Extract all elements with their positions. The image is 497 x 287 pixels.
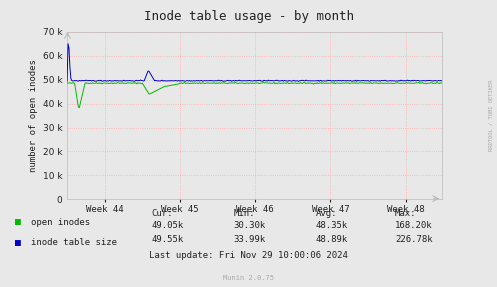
Text: ■: ■ xyxy=(15,238,21,247)
Text: 49.05k: 49.05k xyxy=(152,221,184,230)
Text: Last update: Fri Nov 29 10:00:06 2024: Last update: Fri Nov 29 10:00:06 2024 xyxy=(149,251,348,260)
Text: ■: ■ xyxy=(15,218,21,227)
Text: inode table size: inode table size xyxy=(31,238,117,247)
Text: 49.55k: 49.55k xyxy=(152,235,184,244)
Text: Min:: Min: xyxy=(234,209,255,218)
Text: RRDTOOL / TOBI OETIKER: RRDTOOL / TOBI OETIKER xyxy=(489,79,494,151)
Text: 48.35k: 48.35k xyxy=(316,221,348,230)
Y-axis label: number of open inodes: number of open inodes xyxy=(29,59,38,172)
Text: Inode table usage - by month: Inode table usage - by month xyxy=(144,10,353,23)
Text: 226.78k: 226.78k xyxy=(395,235,433,244)
Text: 33.99k: 33.99k xyxy=(234,235,266,244)
Text: Munin 2.0.75: Munin 2.0.75 xyxy=(223,275,274,281)
Text: Max:: Max: xyxy=(395,209,416,218)
Text: 30.30k: 30.30k xyxy=(234,221,266,230)
Text: 168.20k: 168.20k xyxy=(395,221,433,230)
Text: Cur:: Cur: xyxy=(152,209,173,218)
Text: 48.89k: 48.89k xyxy=(316,235,348,244)
Text: Avg:: Avg: xyxy=(316,209,337,218)
Text: open inodes: open inodes xyxy=(31,218,90,227)
